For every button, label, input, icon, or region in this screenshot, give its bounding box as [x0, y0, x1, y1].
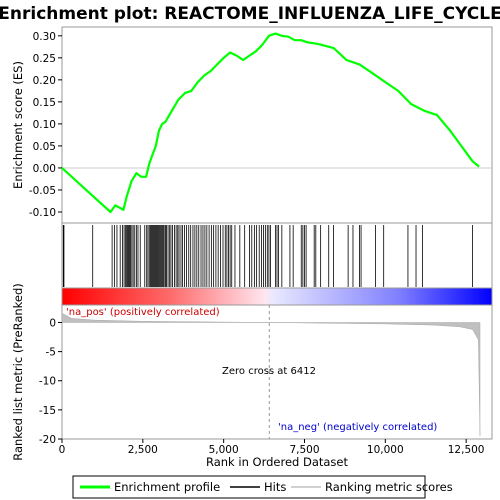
enrichment-panel-frame [61, 26, 493, 224]
ranking-gradient-bar [61, 287, 493, 306]
x-tick-label: 7,500 [289, 444, 319, 456]
es-y-tick-label: 0.30 [33, 31, 56, 43]
es-y-tick-label: 0.10 [33, 119, 56, 131]
chart-title: Enrichment plot: REACTOME_INFLUENZA_LIFE… [0, 4, 500, 24]
x-tick-label: 5,000 [209, 444, 239, 456]
legend-enrichment-label: Enrichment profile [114, 480, 220, 494]
legend-hits-label: Hits [264, 480, 286, 494]
na-pos-label: 'na_pos' (positively correlated) [66, 307, 220, 318]
hit-markers [62, 225, 474, 287]
ranking-panel-frame [61, 304, 493, 440]
ranking-y-ticks: 0 -5 -10 -15 -20 [39, 317, 62, 446]
na-neg-label: 'na_neg' (negatively correlated) [278, 422, 437, 433]
x-tick-label: 2,500 [128, 444, 158, 456]
x-tick-label: 0 [59, 444, 66, 456]
es-y-tick-label: 0.00 [33, 163, 56, 175]
rank-y-tick-label: -15 [39, 405, 56, 417]
es-y-tick-label: 0.20 [33, 75, 56, 87]
zero-cross-label: Zero cross at 6412 [222, 366, 316, 377]
enrichment-y-axis-label: Enrichment score (ES) [11, 61, 25, 189]
es-y-tick-label: -0.05 [29, 185, 56, 197]
ranking-y-axis-label: Ranked list metric (PreRanked) [11, 283, 25, 461]
es-y-tick-label: 0.05 [33, 141, 56, 153]
es-y-tick-label: 0.25 [33, 53, 56, 65]
x-tick-label: 10,000 [367, 444, 404, 456]
enrichment-y-ticks: -0.10 -0.05 0.00 0.05 0.10 0.15 0.20 0.25 0.30 [29, 31, 62, 219]
rank-y-tick-label: -10 [39, 376, 56, 388]
es-y-tick-label: -0.10 [29, 207, 56, 219]
enrichment-profile-line [61, 32, 480, 214]
rank-y-tick-label: -5 [46, 347, 56, 359]
x-axis-label: Rank in Ordered Dataset [206, 455, 349, 469]
es-y-tick-label: 0.15 [33, 97, 56, 109]
x-tick-label: 12,500 [448, 444, 485, 456]
rank-y-tick-label: 0 [49, 317, 56, 329]
x-axis-ticks: 0 2,500 5,000 7,500 10,000 12,500 [59, 439, 485, 456]
ranking-metric-area [61, 312, 481, 437]
legend-ranking-label: Ranking metric scores [325, 480, 453, 494]
rank-y-tick-label: -20 [39, 434, 56, 446]
